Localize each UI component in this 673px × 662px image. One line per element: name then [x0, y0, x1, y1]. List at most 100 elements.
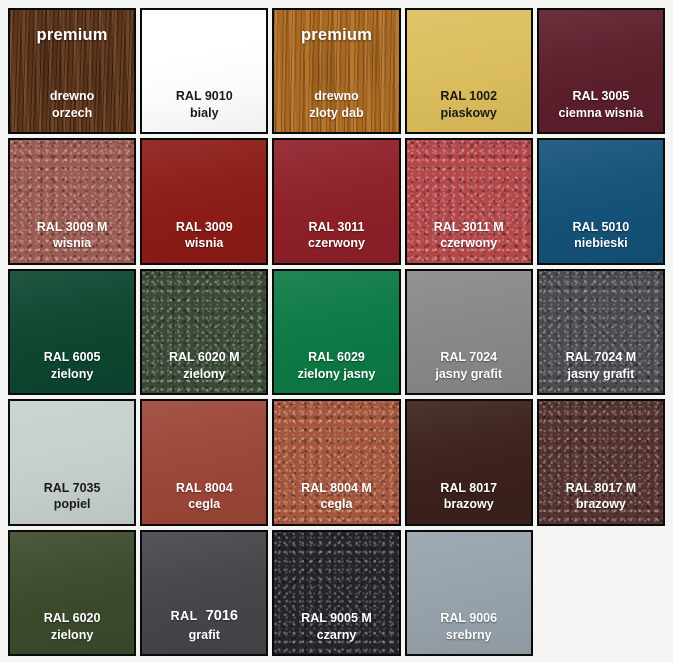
swatch-name-line-1: zielony: [50, 366, 94, 381]
color-swatch-ral-8017-m[interactable]: RAL 8017 M brazowy: [536, 399, 665, 526]
swatch-name-line-1: jasny grafit: [567, 366, 635, 381]
swatch-name-line-1: cegla: [320, 497, 353, 512]
swatch-label-block: RAL 9005 M czarny: [274, 610, 398, 643]
color-swatch-ral-6005[interactable]: RAL 6005 zielony: [8, 268, 137, 396]
swatch-empty-slot: [537, 530, 665, 656]
swatch-label-block: RAL 8017 M brazowy: [539, 480, 663, 513]
color-swatch-ral-3009-m[interactable]: RAL 3009 M wisnia: [8, 138, 137, 265]
swatch-name-line-1: drewno: [49, 89, 95, 104]
premium-badge: premium: [300, 26, 373, 44]
swatch-label-block: RAL 9006 srebrny: [407, 610, 531, 643]
color-swatch-ral-3011-m[interactable]: RAL 3011 M czerwony: [404, 138, 533, 265]
swatch-name-line-1: zielony jasny: [297, 366, 376, 381]
swatch-name-line-1: cegla: [188, 497, 221, 512]
swatch-code: RAL 7024 M: [565, 350, 637, 365]
swatch-label-block: RAL 5010 niebieski: [539, 219, 663, 252]
swatch-code-prefix: RAL: [170, 609, 206, 624]
swatch-label-block: RAL 7024 jasny grafit: [407, 349, 531, 382]
color-swatch-ral-6020[interactable]: RAL 6020 zielony: [8, 529, 137, 656]
color-swatch-ral-3011[interactable]: RAL 3011 czerwony: [272, 138, 401, 265]
swatch-label-block: RAL 8004 M cegla: [274, 480, 398, 513]
color-swatch-ral-9006[interactable]: RAL 9006 srebrny: [404, 529, 533, 656]
swatch-code: RAL 3005: [572, 89, 630, 104]
color-swatch-ral-7024[interactable]: RAL 7024 jasny grafit: [404, 268, 533, 396]
swatch-label-block: RAL 3009 M wisnia: [10, 219, 134, 252]
swatch-code: RAL 6005: [43, 350, 101, 365]
swatch-label-block: RAL 7035 popiel: [10, 480, 134, 513]
swatch-code: RAL 8004 M: [301, 480, 372, 495]
color-swatch-drewno-orzech[interactable]: premium drewno orzech: [8, 8, 137, 135]
color-swatch-ral-6029[interactable]: RAL 6029 zielony jasny: [272, 268, 401, 396]
swatch-label-block: RAL 6029 zielony jasny: [274, 349, 398, 382]
color-swatch-ral-3005[interactable]: RAL 3005 ciemna wisnia: [536, 8, 665, 135]
swatch-label-block: RAL 7016 grafit: [142, 607, 266, 643]
swatch-code: RAL 9010: [175, 89, 233, 104]
swatch-code: RAL 6020: [43, 611, 101, 625]
swatch-label-block: RAL 3009 wisnia: [142, 219, 266, 252]
swatch-code: RAL 3009: [175, 219, 233, 234]
color-swatch-ral-8004[interactable]: RAL 8004 cegla: [140, 399, 269, 526]
swatch-name-line-1: piaskowy: [440, 105, 497, 120]
swatch-label-block: RAL 3005 ciemna wisnia: [539, 88, 663, 121]
color-swatch-ral-9010[interactable]: RAL 9010 bialy: [140, 8, 269, 135]
swatch-code: RAL 3011 M: [433, 219, 504, 234]
color-swatch-ral-1002[interactable]: RAL 1002 piaskowy: [404, 8, 533, 135]
swatch-code: RAL 3009 M: [36, 219, 108, 234]
swatch-name-line-1: popiel: [53, 497, 91, 512]
premium-badge: premium: [36, 26, 108, 44]
swatch-label-block: RAL 3011 czerwony: [274, 219, 398, 252]
swatch-name-line-1: brazowy: [575, 497, 626, 512]
color-swatch-ral-9005-m[interactable]: RAL 9005 M czarny: [272, 529, 401, 656]
swatch-name-line-1: srebrny: [445, 627, 492, 642]
swatch-name-line-1: ciemna wisnia: [558, 105, 644, 120]
swatch-label-block: drewno zloty dab: [274, 88, 398, 121]
swatch-name-line-1: zielony: [183, 366, 226, 381]
swatch-code: RAL 1002: [440, 89, 498, 104]
swatch-code: RAL 7016: [142, 607, 266, 626]
swatch-code: RAL 6029: [308, 350, 365, 365]
swatch-code: RAL 9005 M: [301, 611, 372, 625]
swatch-label-block: drewno orzech: [10, 88, 134, 121]
swatch-code: RAL 3011: [308, 219, 365, 234]
swatch-name-line-1: wisnia: [185, 236, 224, 251]
swatch-name-line-1: czerwony: [308, 236, 365, 251]
swatch-code: RAL 5010: [572, 219, 630, 234]
swatch-label-block: RAL 3011 M czerwony: [407, 219, 531, 252]
swatch-label-block: RAL 8017 brazowy: [407, 480, 531, 513]
color-swatch-ral-7016[interactable]: RAL 7016 grafit: [140, 529, 269, 656]
swatch-name-line-2: orzech: [51, 105, 93, 120]
swatch-name-line-1: zielony: [50, 627, 94, 642]
swatch-name-line-1: drewno: [314, 89, 359, 104]
color-swatch-ral-3009[interactable]: RAL 3009 wisnia: [140, 138, 269, 265]
swatch-name-line-1: bialy: [190, 105, 219, 120]
swatch-code: RAL 7035: [43, 480, 101, 495]
swatch-code: RAL 8004: [175, 480, 233, 495]
swatch-name-line-1: brazowy: [443, 497, 494, 512]
swatch-name-line-1: jasny grafit: [435, 366, 503, 381]
swatch-code: RAL 9006: [440, 611, 498, 625]
swatch-name-line-1: niebieski: [574, 236, 628, 251]
swatch-name-line-1: grafit: [188, 627, 220, 642]
swatch-code: RAL 7024: [440, 350, 498, 365]
swatch-name-line-1: wisnia: [52, 236, 92, 251]
swatch-label-block: RAL 6020 zielony: [10, 610, 134, 643]
swatch-label-block: RAL 6005 zielony: [10, 349, 134, 382]
color-swatch-ral-8004-m[interactable]: RAL 8004 M cegla: [272, 399, 401, 526]
swatch-code: RAL 8017: [440, 480, 498, 495]
swatch-code: RAL 6020 M: [168, 350, 240, 365]
swatch-code-number: 7016: [205, 608, 238, 625]
color-swatch-drewno-zloty-dab[interactable]: premium drewno zloty dab: [272, 8, 401, 135]
color-swatch-ral-8017[interactable]: RAL 8017 brazowy: [404, 399, 533, 526]
color-swatch-ral-7035[interactable]: RAL 7035 popiel: [8, 399, 137, 526]
swatch-label-block: RAL 1002 piaskowy: [407, 88, 531, 121]
color-swatch-ral-5010[interactable]: RAL 5010 niebieski: [536, 138, 665, 265]
swatch-name-line-1: czarny: [316, 627, 357, 642]
swatch-name-line-2: zloty dab: [309, 105, 364, 120]
swatch-label-block: RAL 9010 bialy: [142, 88, 266, 121]
swatch-label-block: RAL 8004 cegla: [142, 480, 266, 513]
